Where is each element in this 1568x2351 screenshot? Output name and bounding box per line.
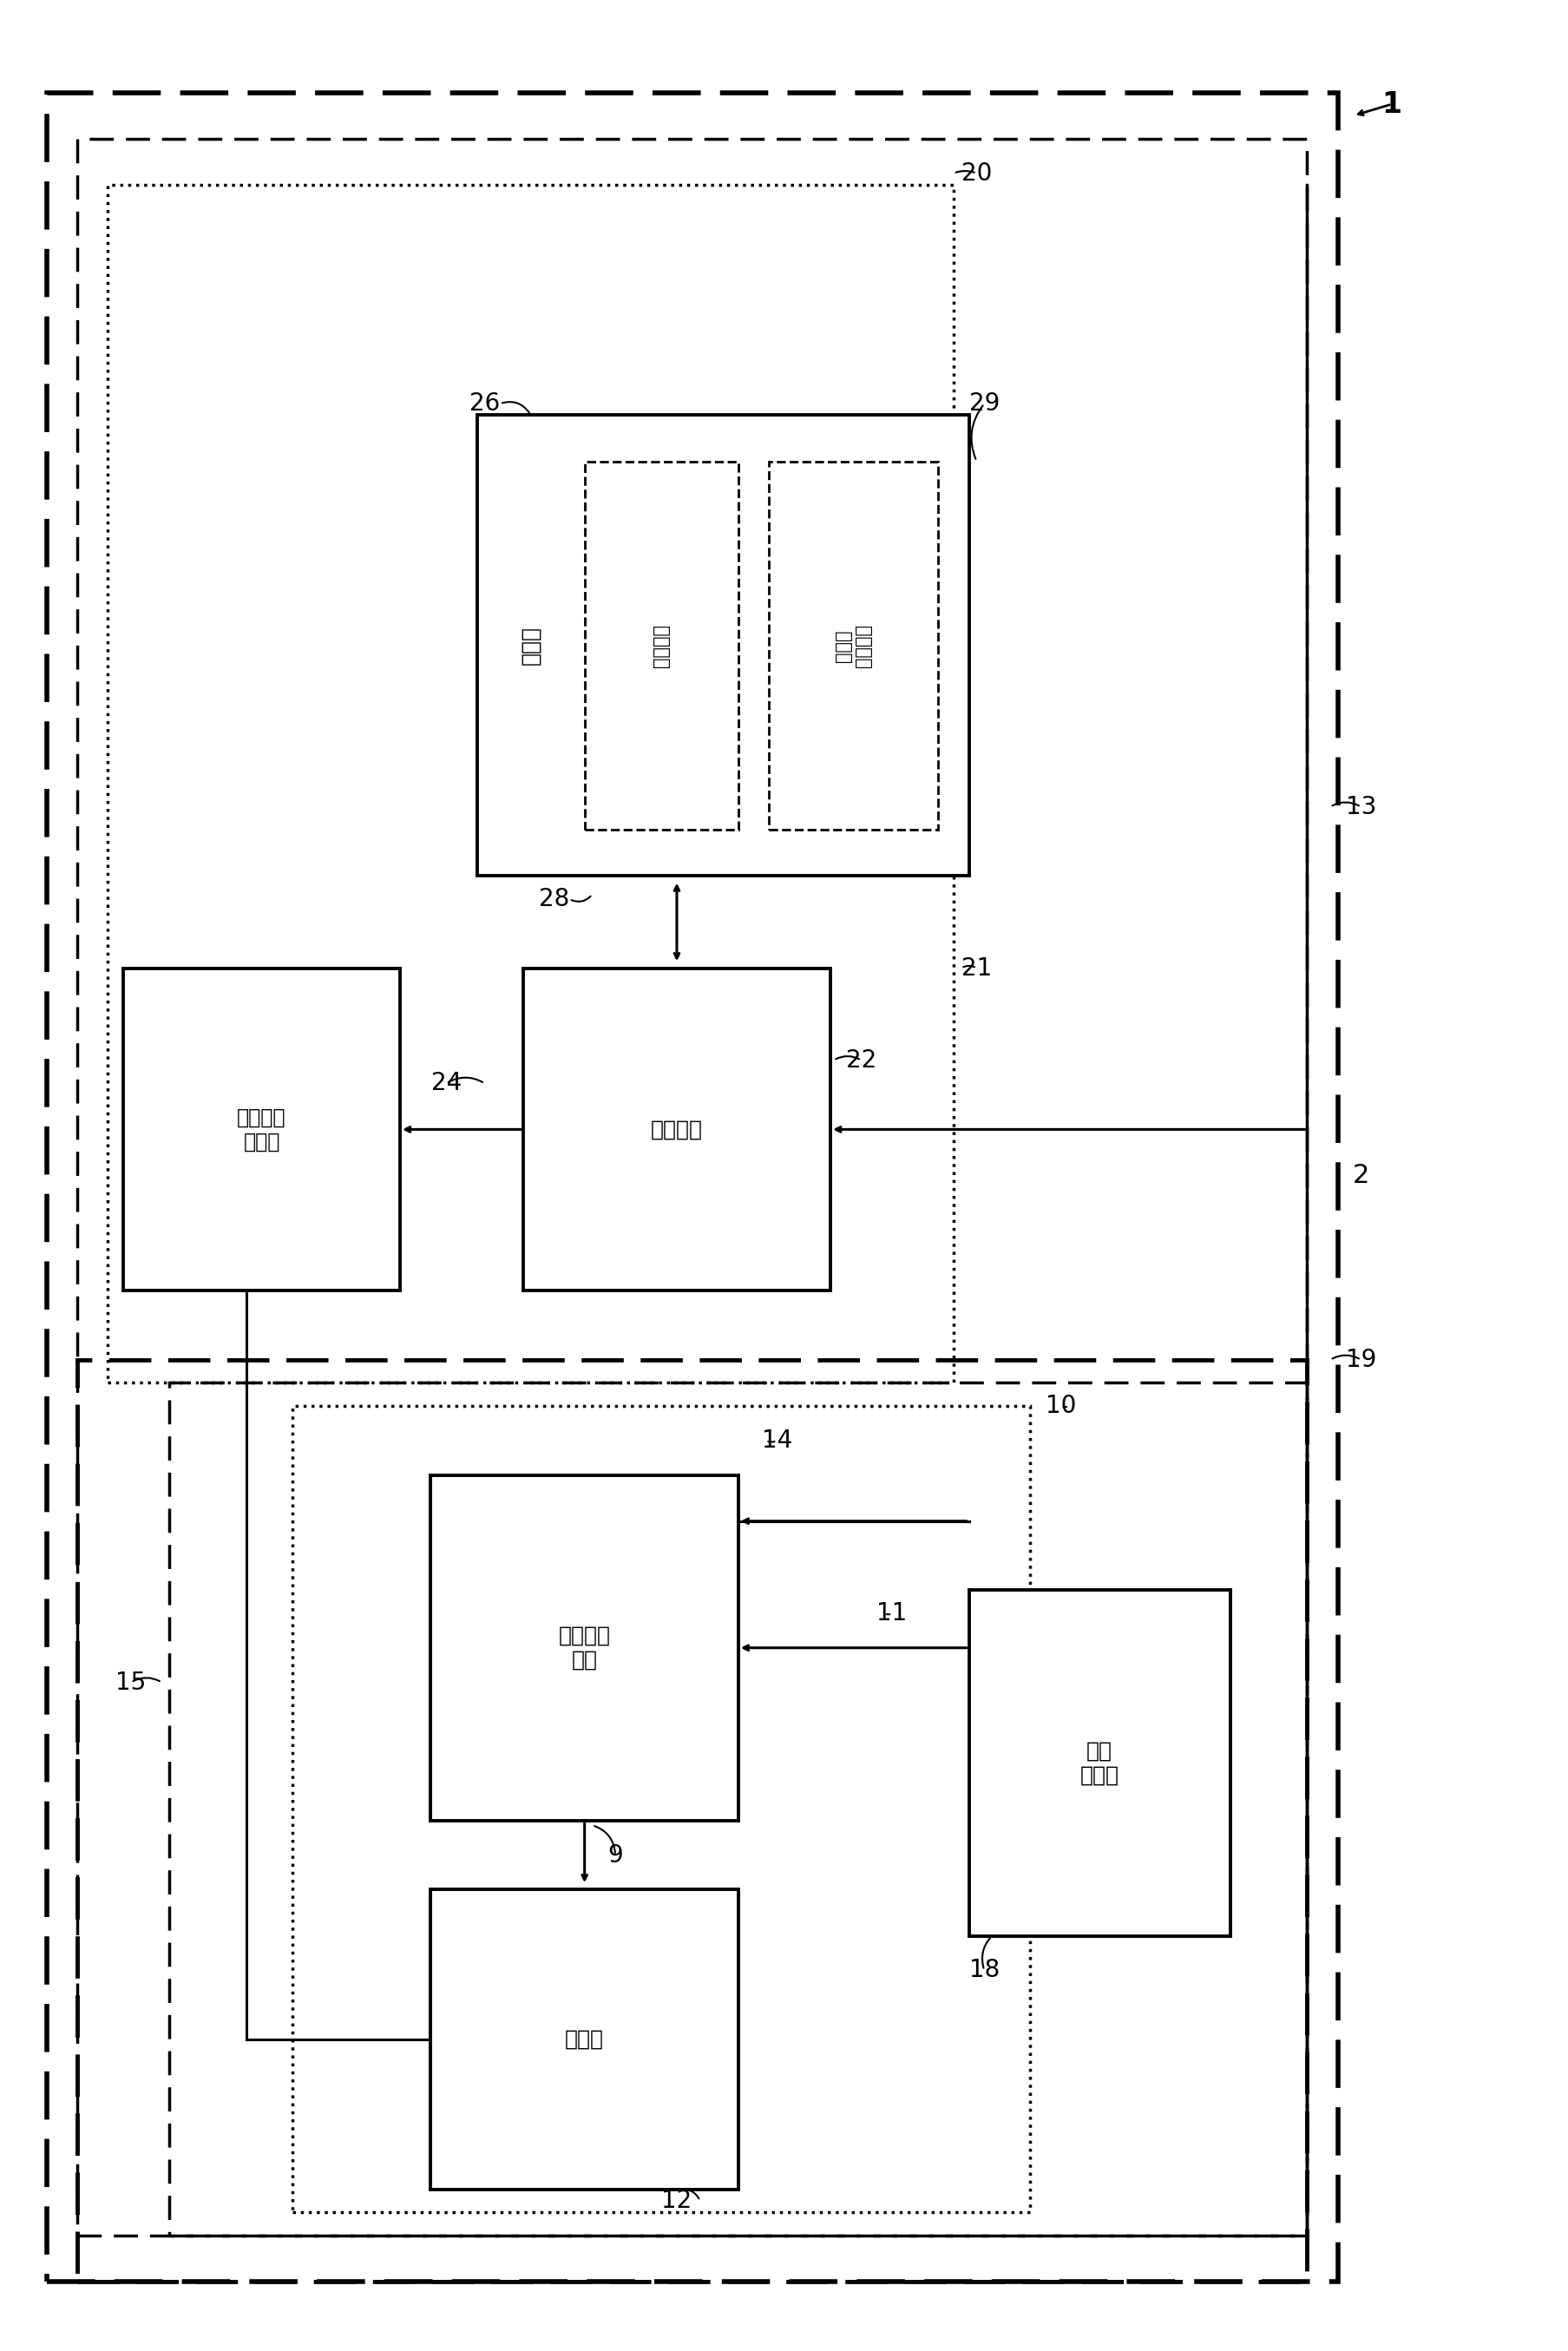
Text: 15: 15	[116, 1669, 146, 1695]
Text: 22: 22	[845, 1049, 877, 1072]
FancyBboxPatch shape	[124, 969, 400, 1291]
Text: 10: 10	[1046, 1394, 1076, 1418]
Text: 18: 18	[969, 1958, 999, 1982]
FancyBboxPatch shape	[969, 1589, 1229, 1935]
FancyBboxPatch shape	[522, 969, 829, 1291]
Text: 振荡器: 振荡器	[564, 2029, 604, 2050]
Text: 9: 9	[607, 1843, 622, 1867]
Text: 计算机
程序指令: 计算机 程序指令	[834, 623, 872, 668]
Text: 卫星定位
接收器: 卫星定位 接收器	[237, 1107, 285, 1152]
Text: 参考数据: 参考数据	[652, 623, 670, 668]
FancyBboxPatch shape	[431, 1890, 739, 2189]
Text: 1: 1	[1381, 89, 1400, 118]
Text: 12: 12	[662, 2189, 691, 2212]
Text: 温度
传感器: 温度 传感器	[1079, 1740, 1118, 1784]
Text: 28: 28	[538, 886, 569, 912]
FancyBboxPatch shape	[768, 461, 938, 830]
Text: 温度补偿
电路: 温度补偿 电路	[558, 1625, 610, 1669]
FancyBboxPatch shape	[585, 461, 739, 830]
Text: 26: 26	[469, 393, 500, 416]
FancyBboxPatch shape	[477, 416, 969, 877]
Text: 29: 29	[969, 393, 999, 416]
Text: 2: 2	[1352, 1164, 1369, 1187]
Text: 14: 14	[760, 1429, 792, 1453]
Text: 13: 13	[1345, 795, 1375, 818]
Text: 11: 11	[877, 1601, 906, 1625]
Text: 19: 19	[1345, 1347, 1375, 1373]
Text: 24: 24	[431, 1072, 461, 1096]
Text: 20: 20	[961, 162, 991, 186]
FancyBboxPatch shape	[431, 1474, 739, 1820]
Text: 处理电路: 处理电路	[651, 1119, 702, 1140]
Text: 21: 21	[961, 957, 991, 980]
Text: 存储器: 存储器	[521, 625, 541, 665]
